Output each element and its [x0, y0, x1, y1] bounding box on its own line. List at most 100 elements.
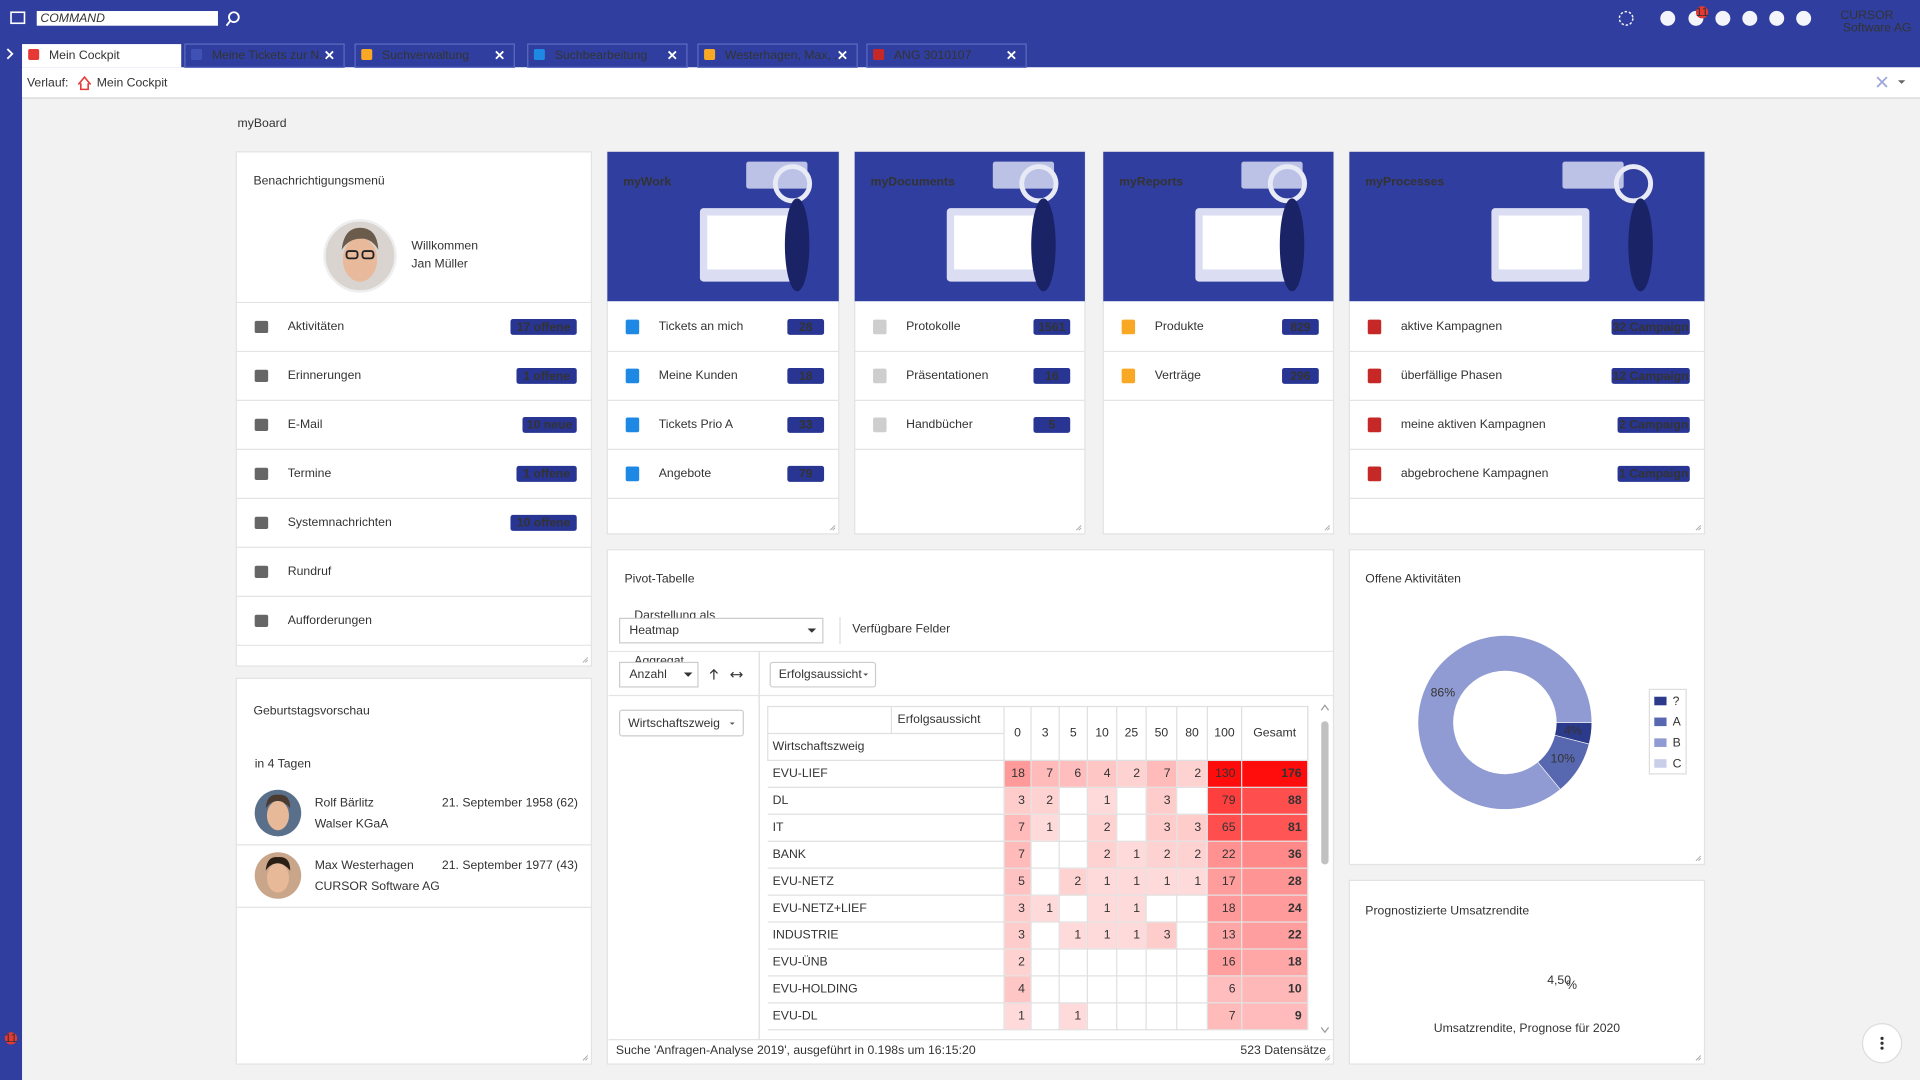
sidebar-toggle[interactable] — [6, 48, 14, 60]
toolbar-icon[interactable] — [1618, 10, 1634, 26]
history-item[interactable]: Mein Cockpit — [97, 75, 168, 89]
person-name[interactable]: Rolf Bärlitz — [315, 795, 374, 809]
legend-label[interactable]: ? — [1673, 694, 1680, 708]
heat-cell — [1242, 922, 1308, 949]
field-chip[interactable] — [618, 709, 744, 737]
toolbar-icon[interactable] — [1769, 10, 1785, 26]
tab-label: Meine Tickets zur N... — [212, 48, 330, 62]
row-header: BANK — [773, 847, 807, 861]
legend-label[interactable]: A — [1673, 715, 1682, 729]
badge-text: 1561 — [1038, 320, 1065, 334]
badge[interactable] — [516, 465, 577, 482]
scroll-arrow[interactable] — [1320, 704, 1330, 711]
heat-cell — [1087, 868, 1117, 895]
badge[interactable] — [787, 318, 825, 335]
badge[interactable] — [787, 465, 825, 482]
resize-handle — [582, 657, 589, 663]
donut-segment[interactable] — [1417, 635, 1593, 810]
tile-title[interactable]: myWork — [623, 175, 671, 189]
badge[interactable] — [1611, 318, 1690, 335]
badge[interactable] — [1282, 318, 1319, 335]
menu-item[interactable]: E-Mail — [288, 417, 323, 431]
badge[interactable] — [1611, 367, 1690, 384]
field-chip[interactable] — [769, 661, 877, 688]
heat-cell — [1059, 1003, 1087, 1030]
tab[interactable] — [184, 43, 345, 68]
close-icon[interactable] — [325, 50, 334, 60]
app-icon[interactable] — [10, 11, 26, 25]
tab[interactable] — [354, 43, 515, 68]
badge[interactable] — [516, 367, 577, 384]
menu-item[interactable]: Aktivitäten — [288, 319, 345, 333]
heat-cell — [1242, 841, 1308, 868]
person-name[interactable]: Max Westerhagen — [315, 858, 414, 872]
heat-cell — [1242, 949, 1308, 976]
tile-item[interactable]: abgebrochene Kampagnen — [1401, 466, 1549, 480]
avatar-face — [342, 237, 378, 282]
toolbar-icon[interactable] — [1715, 10, 1731, 26]
badge[interactable] — [1033, 318, 1071, 335]
tile-item[interactable]: Präsentationen — [906, 368, 988, 382]
legend-label[interactable]: C — [1673, 756, 1682, 770]
close-icon[interactable] — [667, 50, 677, 60]
close-icon[interactable] — [1876, 76, 1888, 88]
badge[interactable] — [1033, 416, 1071, 433]
tile-item[interactable]: Meine Kunden — [659, 368, 738, 382]
menu-item[interactable]: Termine — [288, 466, 332, 480]
tab[interactable] — [22, 44, 182, 68]
tile-item[interactable]: Handbücher — [906, 417, 973, 431]
tile-item[interactable]: Produkte — [1155, 319, 1204, 333]
badge[interactable] — [787, 367, 825, 384]
close-icon[interactable] — [495, 50, 504, 60]
tile-item[interactable]: meine aktiven Kampagnen — [1401, 417, 1546, 431]
select-value: Heatmap — [629, 623, 679, 637]
tile-item[interactable]: Tickets an mich — [659, 319, 744, 333]
cell-value: 1 — [1133, 874, 1140, 888]
row-field-header: Wirtschaftszweig — [773, 739, 865, 753]
item-icon — [625, 368, 640, 384]
menu-item[interactable]: Rundruf — [288, 564, 332, 578]
tile-title[interactable]: myProcesses — [1365, 175, 1444, 189]
menu-item[interactable]: Erinnerungen — [288, 368, 362, 382]
close-icon[interactable] — [1007, 50, 1016, 60]
badge[interactable] — [510, 318, 577, 335]
badge[interactable] — [510, 514, 577, 531]
tab[interactable] — [697, 43, 858, 68]
toolbar-icon[interactable] — [1742, 10, 1758, 26]
badge[interactable] — [1033, 367, 1071, 384]
menu-item[interactable]: Systemnachrichten — [288, 515, 392, 529]
close-icon[interactable] — [838, 50, 847, 60]
badge[interactable] — [1617, 416, 1690, 433]
toolbar-icon[interactable] — [1660, 10, 1676, 26]
tile-item[interactable]: Verträge — [1155, 368, 1201, 382]
sort-col-icon[interactable] — [730, 671, 743, 678]
badge[interactable] — [1282, 367, 1319, 384]
birth-date: 21. September 1977 (43) — [442, 858, 578, 872]
tile-item[interactable]: Tickets Prio A — [659, 417, 734, 431]
legend-label[interactable]: B — [1673, 735, 1681, 749]
tab[interactable] — [866, 43, 1027, 68]
tile-title[interactable]: myDocuments — [871, 175, 955, 189]
heat-cell — [1242, 814, 1308, 841]
tile-item[interactable]: Angebote — [659, 466, 712, 480]
tile-item[interactable]: Protokolle — [906, 319, 961, 333]
menu-item[interactable]: Aufforderungen — [288, 613, 372, 627]
toolbar-icon[interactable] — [1796, 10, 1812, 26]
tab-label: Westerhagen, Max, ... — [725, 48, 844, 62]
cell-value: 2 — [1074, 874, 1081, 888]
scrollbar-thumb[interactable] — [1321, 721, 1329, 865]
tab[interactable] — [527, 43, 688, 68]
badge[interactable] — [787, 416, 825, 433]
tile-item[interactable]: aktive Kampagnen — [1401, 319, 1503, 333]
sort-row-icon[interactable] — [709, 668, 718, 680]
badge[interactable] — [522, 416, 577, 433]
command-input[interactable] — [36, 11, 218, 26]
heat-cell — [1146, 841, 1177, 868]
select[interactable] — [618, 617, 824, 644]
search-icon[interactable] — [228, 11, 240, 23]
tile-item[interactable]: überfällige Phasen — [1401, 368, 1503, 382]
badge[interactable] — [1617, 465, 1690, 482]
scroll-arrow[interactable] — [1320, 1026, 1330, 1034]
tile-title[interactable]: myReports — [1119, 175, 1183, 189]
select[interactable] — [618, 661, 699, 688]
